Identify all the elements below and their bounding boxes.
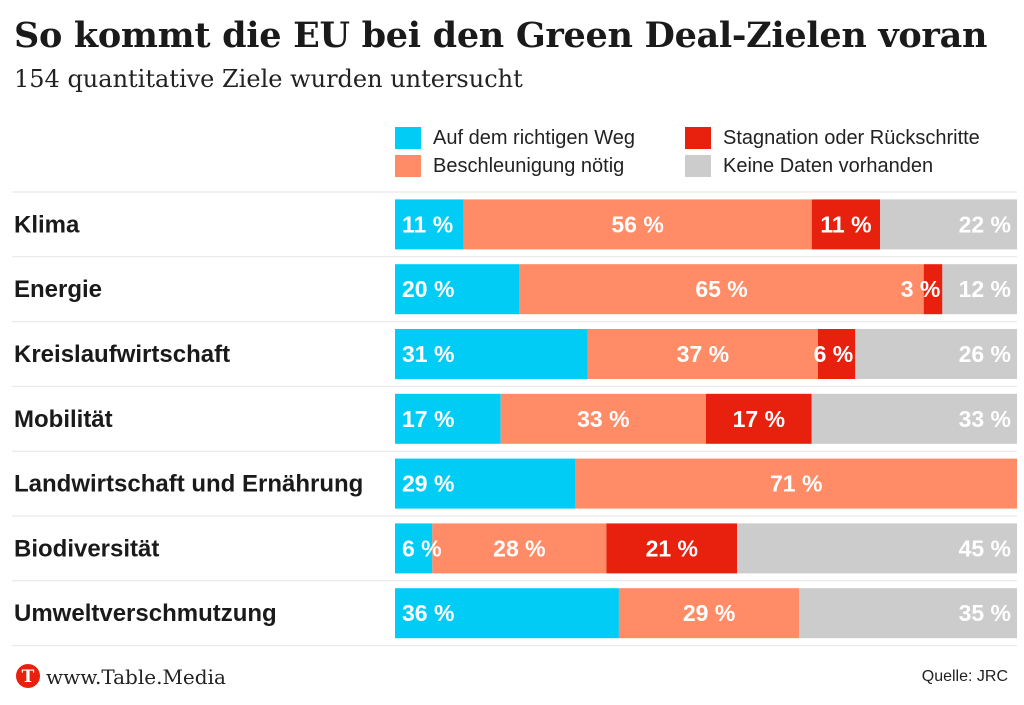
legend-swatch-on-track xyxy=(395,127,421,149)
bar-segment-no-data xyxy=(799,588,1017,639)
data-label: 22 % xyxy=(959,211,1011,237)
bar-segment-acceleration xyxy=(587,329,818,379)
legend-item-on-track: Auf dem richtigen Weg xyxy=(395,124,635,152)
legend-label-on-track: Auf dem richtigen Weg xyxy=(433,126,635,149)
data-label: 11 % xyxy=(402,211,453,237)
data-label: 65 % xyxy=(695,276,747,302)
category-label: Energie xyxy=(14,276,102,303)
category-label: Umweltverschmutzung xyxy=(14,600,277,627)
bar-segment-no-data xyxy=(855,329,1017,379)
legend-item-stagnation: Stagnation oder Rückschritte xyxy=(685,124,980,152)
bar-segment-no-data xyxy=(942,264,1017,315)
data-label: 35 % xyxy=(959,600,1011,626)
data-label: 26 % xyxy=(959,341,1011,367)
bar-segment-stagnation xyxy=(706,393,812,444)
legend-swatch-no-data xyxy=(685,155,711,177)
bar-segment-acceleration xyxy=(500,393,706,444)
footer-site: www.Table.Media xyxy=(46,665,226,689)
data-label: 45 % xyxy=(959,535,1011,561)
category-label: Klima xyxy=(14,211,80,238)
category-label: Landwirtschaft und Ernährung xyxy=(14,471,363,498)
logo-letter: T xyxy=(22,667,35,687)
legend-item-acceleration: Beschleunigung nötig xyxy=(395,152,624,180)
legend-label-acceleration: Beschleunigung nötig xyxy=(433,154,625,177)
bar-segment-on-track xyxy=(395,588,619,639)
chart-title: So kommt die EU bei den Green Deal-Ziele… xyxy=(14,15,988,56)
chart-legend: Auf dem richtigen Weg Beschleunigung nöt… xyxy=(395,124,1024,182)
bar-segment-on-track xyxy=(395,199,464,250)
category-label: Biodiversität xyxy=(14,535,159,562)
bar-segment-acceleration xyxy=(519,264,924,315)
data-label: 33 % xyxy=(959,406,1011,432)
legend-label-stagnation: Stagnation oder Rückschritte xyxy=(723,126,980,149)
bar-segment-no-data xyxy=(737,523,1017,574)
category-label: Mobilität xyxy=(14,406,113,433)
bar-segment-on-track xyxy=(395,264,520,315)
legend-item-no-data: Keine Daten vorhanden xyxy=(685,152,933,180)
data-label: 36 % xyxy=(402,600,454,626)
bar-segment-on-track xyxy=(395,523,433,574)
data-label: 3 % xyxy=(901,276,941,302)
data-label: 37 % xyxy=(677,341,729,367)
data-label: 11 % xyxy=(820,211,871,237)
data-label: 29 % xyxy=(683,600,735,626)
footer-source: Quelle: JRC xyxy=(921,668,1008,685)
bar-segment-no-data xyxy=(880,199,1017,250)
table-media-logo-icon: T xyxy=(16,664,40,688)
bar-segment-stagnation xyxy=(606,523,738,574)
data-label: 56 % xyxy=(611,211,663,237)
data-label: 29 % xyxy=(402,471,454,497)
bar-segment-stagnation xyxy=(923,264,943,315)
bar-segment-acceleration xyxy=(618,588,800,639)
bar-segment-acceleration xyxy=(432,523,607,574)
bar-segment-on-track xyxy=(395,329,588,379)
legend-swatch-acceleration xyxy=(395,155,421,177)
data-label: 31 % xyxy=(402,341,454,367)
data-label: 21 % xyxy=(646,535,698,561)
bar-segment-stagnation xyxy=(811,199,881,250)
bar-segment-acceleration xyxy=(463,199,812,250)
bar-segment-stagnation xyxy=(817,329,856,379)
data-label: 12 % xyxy=(959,276,1011,302)
data-label: 17 % xyxy=(733,406,785,432)
data-label: 20 % xyxy=(402,276,454,302)
bar-segment-no-data xyxy=(811,393,1017,444)
data-label: 28 % xyxy=(493,535,545,561)
data-label: 33 % xyxy=(577,406,629,432)
bar-segment-on-track xyxy=(395,393,501,444)
category-label: Kreislaufwirtschaft xyxy=(14,341,230,368)
legend-swatch-stagnation xyxy=(685,127,711,149)
chart-subtitle: 154 quantitative Ziele wurden untersucht xyxy=(14,65,523,93)
data-label: 17 % xyxy=(402,406,454,432)
legend-label-no-data: Keine Daten vorhanden xyxy=(723,154,934,177)
data-label: 6 % xyxy=(814,341,854,367)
data-label: 6 % xyxy=(402,535,442,561)
data-label: 71 % xyxy=(770,471,822,497)
bar-segment-on-track xyxy=(395,458,576,509)
bar-segment-acceleration xyxy=(575,458,1017,509)
